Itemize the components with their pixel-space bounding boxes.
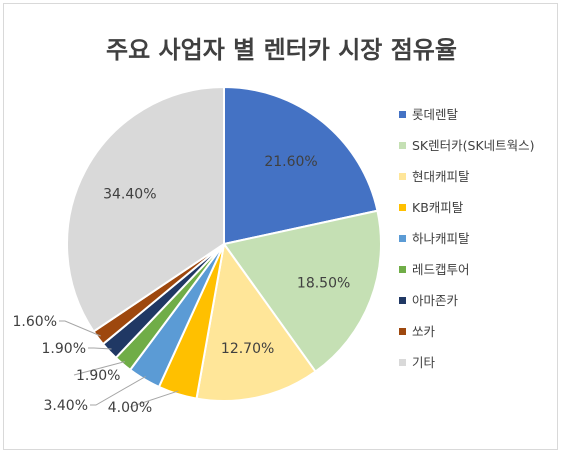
legend-swatch-아마존카 bbox=[399, 297, 406, 304]
legend-swatch-하나캐피탈 bbox=[399, 235, 406, 242]
chart-title: 주요 사업자 별 렌터카 시장 점유율 bbox=[106, 36, 457, 64]
legend-swatch-기타 bbox=[399, 359, 406, 366]
legend-label-sk렌터카-sk네트웍스: SK렌터카(SK네트웍스) bbox=[412, 138, 535, 153]
data-label-kb캐피탈: 4.00% bbox=[108, 400, 152, 416]
legend-label-레드캡투어: 레드캡투어 bbox=[412, 262, 470, 277]
chart-frame bbox=[3, 3, 558, 450]
legend-label-아마존카: 아마존카 bbox=[412, 293, 459, 308]
legend-label-kb캐피탈: KB캐피탈 bbox=[412, 200, 464, 215]
legend-swatch-레드캡투어 bbox=[399, 266, 406, 273]
legend-label-현대캐피탈: 현대캐피탈 bbox=[412, 169, 470, 184]
leader-line-레드캡투어 bbox=[73, 361, 125, 376]
pie-slice-롯데렌탈 bbox=[223, 85, 379, 246]
data-label-하나캐피탈: 3.40% bbox=[44, 398, 88, 414]
data-label-sk렌터카-sk네트웍스: 18.50% bbox=[297, 275, 350, 291]
legend-label-쏘카: 쏘카 bbox=[412, 324, 436, 339]
legend: 롯데렌탈 SK렌터카(SK네트웍스) 현대캐피탈 KB캐피탈하나캐피탈레드캡투어아마존… bbox=[399, 107, 535, 370]
data-label-레드캡투어: 1.90% bbox=[76, 368, 120, 384]
legend-label-롯데렌탈: 롯데렌탈 bbox=[412, 107, 459, 122]
leader-line-kb캐피탈 bbox=[129, 390, 179, 408]
pie-slice-sk렌터카-sk네트웍스 bbox=[222, 209, 382, 373]
leader-line-아마존카 bbox=[88, 347, 112, 350]
data-label-현대캐피탈: 12.70% bbox=[221, 341, 274, 357]
pie-slice-기타 bbox=[66, 85, 225, 333]
data-label-롯데렌탈: 21.60% bbox=[264, 154, 317, 170]
legend-label-기타: 기타 bbox=[412, 355, 436, 370]
legend-swatch-sk렌터카-sk네트웍스 bbox=[399, 142, 406, 149]
leader-line-쏘카 bbox=[59, 320, 101, 337]
legend-swatch-쏘카 bbox=[399, 328, 406, 335]
pie-slice-현대캐피탈 bbox=[195, 241, 317, 402]
legend-label-하나캐피탈: 하나캐피탈 bbox=[412, 231, 470, 246]
data-label-쏘카: 1.60% bbox=[13, 314, 57, 330]
data-label-기타: 34.40% bbox=[103, 187, 156, 203]
leader-line-하나캐피탈 bbox=[90, 376, 146, 406]
legend-swatch-롯데렌탈 bbox=[399, 111, 406, 118]
data-label-아마존카: 1.90% bbox=[42, 341, 86, 357]
legend-swatch-kb캐피탈 bbox=[399, 204, 406, 211]
legend-swatch-현대캐피탈 bbox=[399, 173, 406, 180]
